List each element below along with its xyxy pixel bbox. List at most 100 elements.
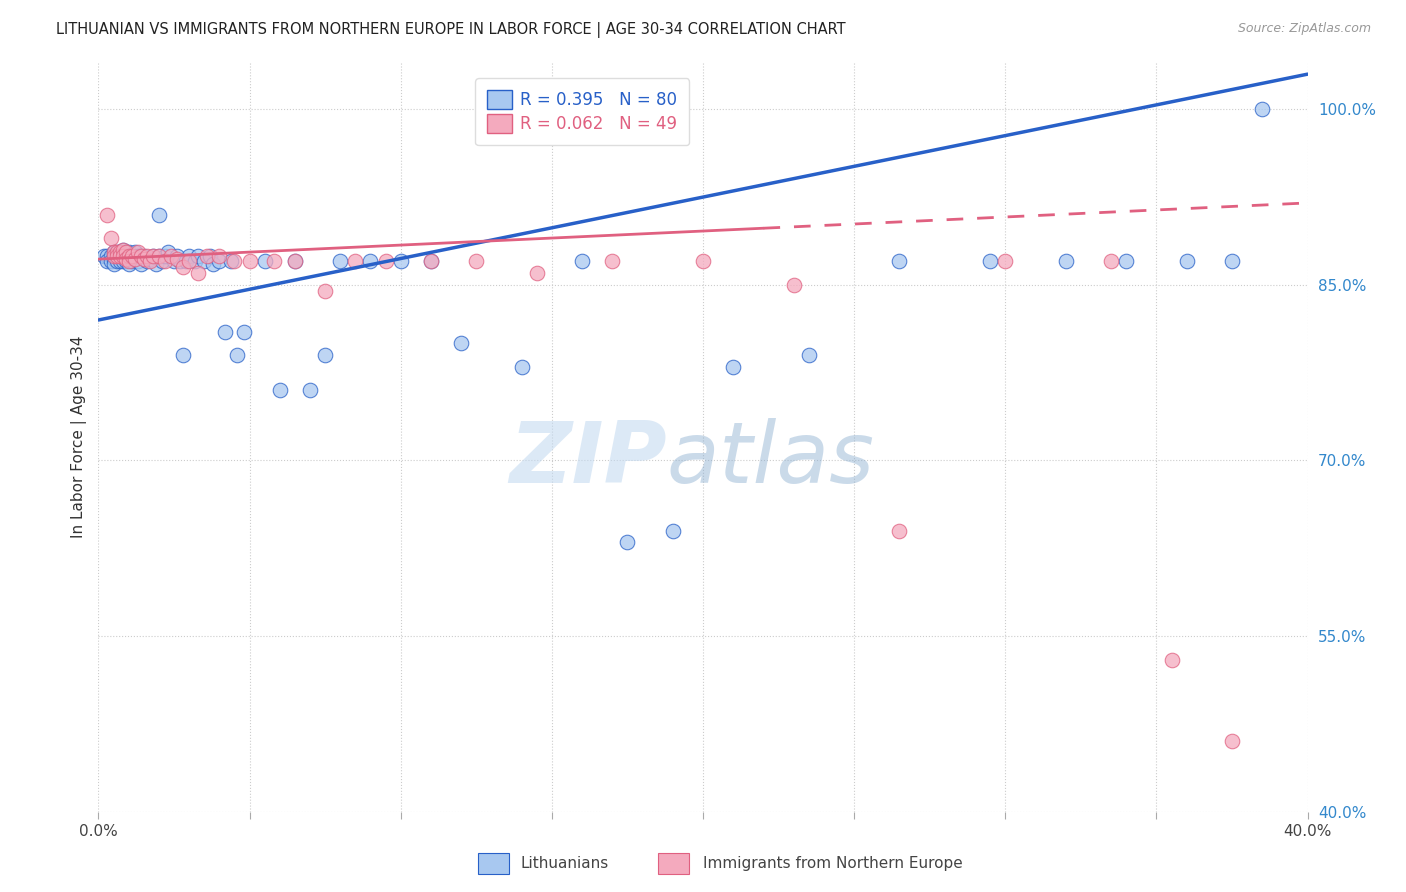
Point <box>118 245 141 260</box>
Point <box>174 254 197 268</box>
Point <box>105 249 128 263</box>
Point <box>153 249 176 263</box>
Point <box>200 249 222 263</box>
Point <box>114 245 136 260</box>
Point <box>723 359 745 374</box>
Point <box>103 252 125 266</box>
Point <box>202 257 225 271</box>
Point <box>139 252 162 266</box>
Point <box>132 252 155 266</box>
Point <box>148 249 170 263</box>
Point <box>111 249 134 263</box>
Point <box>114 252 136 266</box>
Point <box>616 535 638 549</box>
Point <box>187 266 209 280</box>
Point <box>163 254 186 268</box>
Point <box>329 254 352 268</box>
Point <box>208 249 231 263</box>
Point <box>166 249 188 263</box>
Point <box>111 243 134 257</box>
Point <box>129 249 152 263</box>
Point <box>208 254 231 268</box>
Point <box>148 249 170 263</box>
Point <box>142 249 165 263</box>
Point <box>172 260 194 275</box>
Text: ZIP: ZIP <box>509 418 666 501</box>
Point <box>420 254 443 268</box>
Point <box>121 249 143 263</box>
Text: Lithuanians: Lithuanians <box>520 856 609 871</box>
Point <box>118 249 141 263</box>
Point <box>114 254 136 268</box>
Point <box>127 254 149 268</box>
Point <box>797 348 820 362</box>
Point <box>129 249 152 263</box>
Point <box>150 254 173 268</box>
Point <box>253 254 276 268</box>
Point <box>148 208 170 222</box>
Point <box>124 252 146 266</box>
Point <box>108 249 131 263</box>
Point <box>118 254 141 268</box>
Point <box>889 524 911 538</box>
Point <box>195 249 218 263</box>
Point <box>118 252 141 266</box>
Point <box>284 254 307 268</box>
Point <box>1115 254 1137 268</box>
Point <box>420 254 443 268</box>
Point <box>571 254 593 268</box>
Point <box>172 348 194 362</box>
Point <box>783 277 806 292</box>
Point <box>111 243 134 257</box>
Point <box>284 254 307 268</box>
Point <box>314 348 336 362</box>
Point <box>124 252 146 266</box>
Point <box>692 254 714 268</box>
Point <box>100 249 122 263</box>
Point <box>96 208 118 222</box>
Point <box>96 249 118 263</box>
Point <box>193 254 215 268</box>
Point <box>374 254 396 268</box>
Point <box>1099 254 1122 268</box>
Point <box>96 254 118 268</box>
Point <box>994 254 1017 268</box>
Point <box>1054 254 1077 268</box>
Point <box>127 249 149 263</box>
Point <box>344 254 367 268</box>
Point <box>100 254 122 268</box>
Point <box>224 254 246 268</box>
Point <box>269 383 291 397</box>
Point <box>108 254 131 268</box>
Point <box>179 254 201 268</box>
Point <box>179 249 201 263</box>
Point <box>602 254 624 268</box>
Point <box>105 245 128 260</box>
Point <box>135 254 157 268</box>
Point <box>93 249 115 263</box>
Point <box>103 245 125 260</box>
Point <box>105 245 128 260</box>
Point <box>510 359 533 374</box>
Point <box>1220 254 1243 268</box>
Point <box>135 249 157 263</box>
Point <box>111 249 134 263</box>
Point <box>1160 652 1182 666</box>
Legend: R = 0.395   N = 80, R = 0.062   N = 49: R = 0.395 N = 80, R = 0.062 N = 49 <box>475 78 689 145</box>
Point <box>142 249 165 263</box>
Point <box>103 245 125 260</box>
Point <box>153 254 176 268</box>
Point <box>108 245 131 260</box>
Point <box>160 249 183 263</box>
Point <box>156 245 179 260</box>
Point <box>221 254 243 268</box>
Point <box>214 325 236 339</box>
Point <box>118 257 141 271</box>
Point <box>114 245 136 260</box>
Point <box>1251 102 1274 116</box>
Text: Immigrants from Northern Europe: Immigrants from Northern Europe <box>703 856 963 871</box>
Point <box>121 249 143 263</box>
Point <box>108 249 131 263</box>
Point <box>169 254 191 268</box>
Point <box>389 254 412 268</box>
